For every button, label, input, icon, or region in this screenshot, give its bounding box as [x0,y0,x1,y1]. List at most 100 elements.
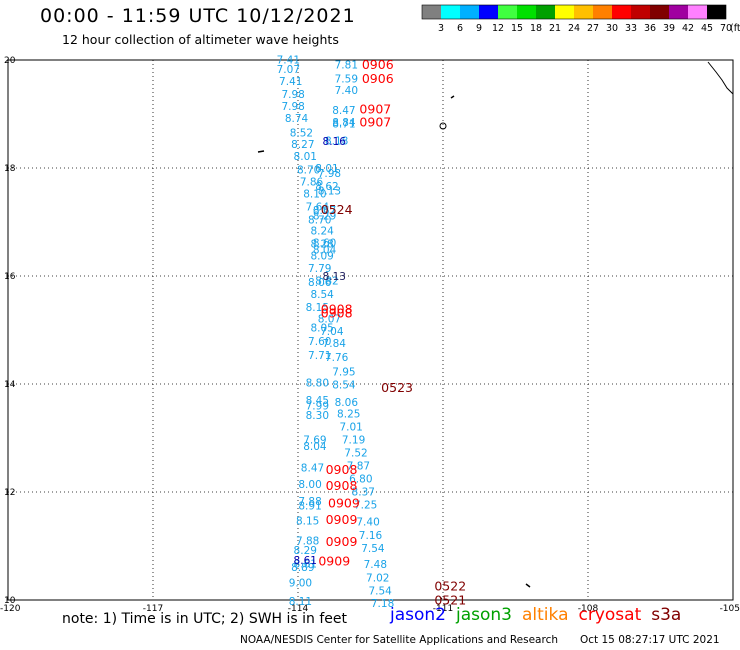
x-tick-label: -120 [0,604,21,614]
swh-value: 8.54 [310,289,334,301]
swh-value: 7.54 [368,585,392,597]
swh-value: 7.69 [303,435,326,447]
swh-value: 8.13 [318,186,341,198]
footnote: note: 1) Time is in UTC; 2) SWH is in fe… [62,611,348,627]
x-tick-label: -111 [433,604,453,614]
island-mark [450,95,455,99]
satellite-jason3: jason3 [456,605,512,625]
swh-value: 8.29 [294,545,317,557]
pass-time-label: 0906 [362,71,394,86]
swh-value: 8.84 [332,117,356,129]
y-tick-label: 14 [4,380,16,390]
swh-value: 7.41 [279,76,302,88]
swh-value: 8.54 [332,380,356,392]
legend-swatch [593,5,612,19]
pass-time-label: 0523 [381,380,413,395]
pass-time-label: 0907 [359,102,391,117]
legend-label: 27 [587,23,599,34]
island-mark [257,150,265,153]
satellite-legend: jason2 jason3 altika cryosat s3a [390,605,691,625]
y-tick-label: 20 [4,56,16,66]
page-title: 00:00 - 11:59 UTC 10/12/2021 [40,5,356,27]
legend-swatch [631,5,650,19]
swh-value: 7.52 [344,448,367,460]
pass-time-label: 0908 [326,478,358,493]
swh-value: 8.61 [294,555,317,567]
swh-value: 7.48 [364,559,387,571]
satellite-s3a: s3a [651,605,682,625]
pass-time-label: 0906 [362,57,394,72]
swh-value: 8.27 [291,139,314,151]
pass-time-label: 0909 [326,512,358,527]
legend-swatch [574,5,593,19]
legend-label: 33 [625,23,637,34]
x-tick-label: -105 [720,604,740,614]
legend-swatch [688,5,707,19]
swh-value: 8.52 [290,127,313,139]
legend-swatch [460,5,479,19]
swh-value: 8.06 [335,397,359,409]
swh-value: 6.80 [349,474,372,486]
swh-value: 7.41 [277,54,300,66]
swh-value: 8.62 [315,181,338,193]
legend-label: 15 [511,23,523,34]
swh-value: 8.13 [323,271,346,283]
swh-value: 8.07 [318,314,341,326]
swh-value: 7.71 [308,350,331,362]
swh-value: 8.11 [289,596,312,608]
swh-value: 8.30 [306,410,329,422]
swh-value: 7.16 [359,530,383,542]
y-tick-label: 10 [4,596,16,606]
coastline [707,61,734,95]
swh-value: 8.47 [301,463,324,475]
x-tick-label: -117 [143,604,163,614]
pass-time-label: 0908 [321,301,353,316]
x-tick-label: -114 [288,604,309,614]
swh-value: 7.79 [308,263,331,275]
legend-swatch [555,5,574,19]
swh-value: 7.59 [335,73,358,85]
legend-swatch [441,5,460,19]
swh-value: 7.88 [298,496,321,508]
island-mark [439,122,447,130]
legend-label: 3 [438,23,444,34]
page-subtitle: 12 hour collection of altimeter wave hei… [62,32,339,47]
legend-label: 24 [568,23,580,34]
swh-value: 8.01 [294,151,317,163]
swh-value: 8.24 [310,226,334,238]
swh-value: 8.45 [306,395,329,407]
swh-value: 8.89 [291,562,314,574]
swh-value: 8.06 [308,277,332,289]
swh-value: 8.25 [337,409,360,421]
y-tick-label: 16 [4,272,16,282]
swh-value: 8.47 [332,105,355,117]
legend-swatch [498,5,517,19]
swh-value: 8.04 [303,441,327,453]
legend-swatch [517,5,536,19]
legend-swatch [422,5,441,19]
swh-value: 7.95 [332,367,355,379]
legend-swatch [707,5,726,19]
swh-value: 7.81 [335,59,358,71]
swh-value: 8.74 [285,113,309,125]
satellite-altika: altika [522,605,569,625]
legend-frame [421,4,727,20]
legend-label: 9 [476,23,482,34]
swh-value: 8.67 [313,205,336,217]
swh-value: 8.71 [332,119,355,131]
swh-value: 8.05 [310,322,333,334]
swh-value: 7.40 [356,517,379,529]
legend-label: 30 [606,23,618,34]
swh-value: 7.98 [281,89,304,101]
pass-time-label: 0522 [434,578,466,593]
swh-value: 7.07 [277,64,300,76]
swh-value: 8.29 [313,211,336,223]
swh-value: 9.00 [289,578,312,590]
swh-value: 7.86 [300,177,324,189]
legend-swatch [479,5,498,19]
island-mark [439,596,443,600]
map-frame [7,59,734,601]
island-mark [525,583,531,588]
swh-value: 8.16 [323,136,347,148]
